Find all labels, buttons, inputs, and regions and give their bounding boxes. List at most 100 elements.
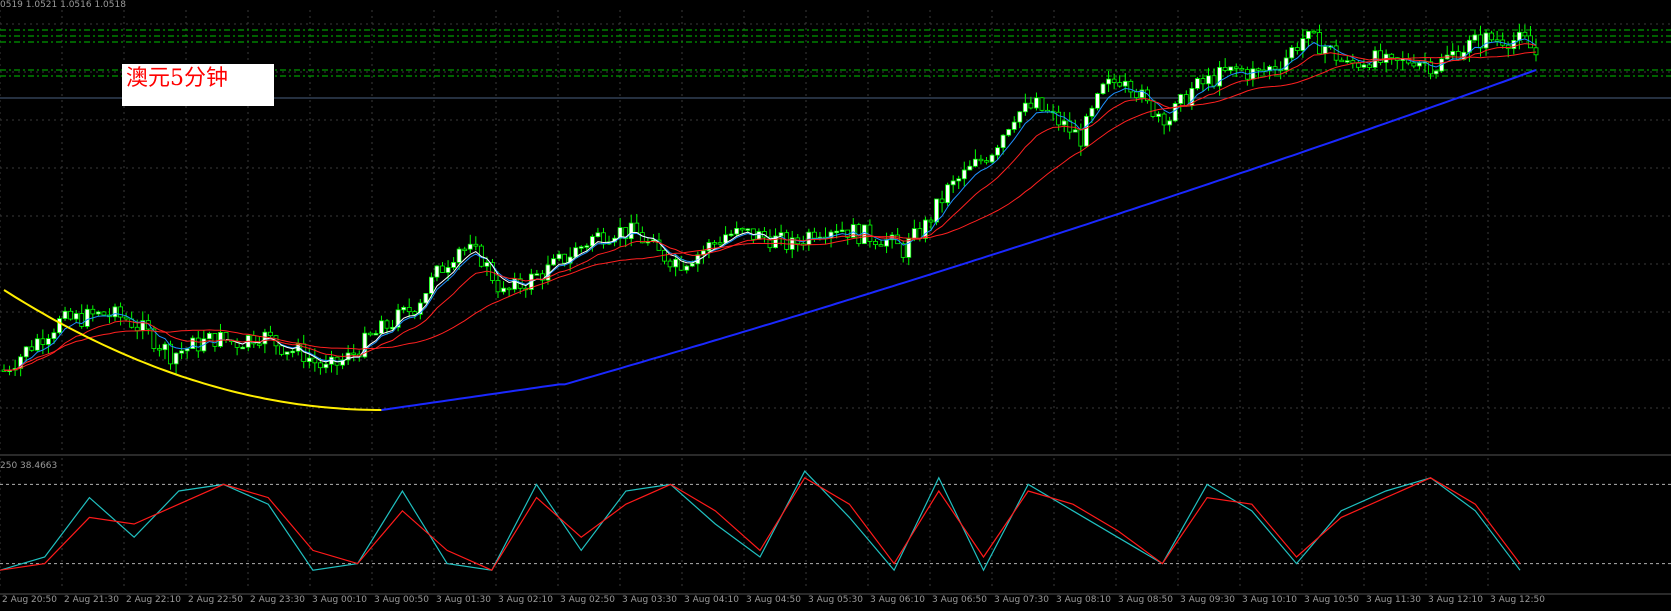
candle-body [1011, 121, 1017, 130]
candle-body [1150, 100, 1156, 117]
candle-body [706, 242, 712, 252]
candle-body [73, 313, 79, 320]
candle-body [673, 258, 679, 268]
time-tick-label: 2 Aug 22:10 [126, 595, 181, 605]
candle-body [1294, 47, 1300, 51]
candle-body [495, 280, 501, 293]
candle-body [51, 332, 57, 339]
candle-body [584, 245, 590, 248]
candle-body [162, 343, 168, 351]
time-tick-label: 3 Aug 06:10 [870, 595, 925, 605]
candle-body [717, 242, 723, 245]
candle-body [928, 219, 934, 223]
candle-body [240, 346, 246, 350]
candle-body [373, 333, 379, 336]
candle-body [839, 229, 845, 232]
candle-body [34, 338, 40, 351]
candle-body [806, 231, 812, 245]
candle-body [195, 337, 201, 352]
candle-body [1106, 78, 1111, 85]
time-tick-label: 3 Aug 10:50 [1304, 595, 1359, 605]
candle-body [362, 332, 368, 358]
candle-body [739, 227, 745, 231]
time-tick-label: 3 Aug 02:50 [560, 595, 615, 605]
candle-body [1089, 107, 1095, 117]
chart-label-box: 澳元5分钟 [122, 64, 274, 106]
candle-body [684, 265, 690, 271]
ohlc-readout: 0519 1.0521 1.0516 1.0518 [0, 0, 126, 10]
candle-body [1322, 46, 1328, 55]
candle-body [634, 222, 640, 233]
candle-body [1000, 134, 1006, 149]
candle-body [46, 338, 51, 345]
candle-body [151, 328, 157, 349]
candle-body [1361, 64, 1367, 68]
candle-body [90, 308, 96, 315]
candle-body [40, 338, 46, 345]
candle-body [1522, 31, 1528, 37]
time-tick-label: 2 Aug 20:50 [2, 595, 57, 605]
candle-body [1017, 111, 1023, 123]
candle-body [873, 241, 878, 246]
candle-body [1417, 62, 1422, 67]
candle-body [1483, 32, 1489, 49]
candle-body [123, 316, 129, 320]
time-tick-label: 3 Aug 05:30 [808, 595, 863, 605]
candle-body [395, 309, 401, 328]
ma-overlay-line [225, 231, 782, 363]
candle-body [79, 313, 85, 327]
candle-body [1139, 89, 1145, 99]
candle-body [867, 224, 873, 242]
candle-body [562, 253, 568, 264]
candle-body [440, 265, 445, 273]
candle-body [218, 331, 223, 347]
candle-body [1211, 75, 1217, 87]
candle-body [506, 287, 512, 291]
candle-body [451, 262, 457, 268]
candle-body [540, 273, 545, 281]
candle-body [1056, 111, 1062, 126]
candle-body [1533, 47, 1539, 56]
candle-body [1344, 60, 1350, 63]
candle-body [1039, 97, 1045, 111]
candle-body [778, 232, 784, 237]
candle-body [1228, 66, 1234, 71]
candle-body [1145, 89, 1150, 102]
candle-body [1100, 83, 1106, 95]
stoch-signal-line [0, 476, 1521, 571]
candle-body [1306, 30, 1311, 40]
candle-body [972, 158, 978, 167]
candle-body [773, 235, 778, 249]
candle-body [290, 350, 296, 354]
candle-body [551, 258, 556, 266]
candle-body [268, 331, 273, 337]
candle-body [173, 352, 179, 365]
candle-body [1472, 34, 1478, 41]
candle-body [1028, 102, 1034, 109]
candle-body [118, 306, 123, 318]
ma-long-blue-line [381, 69, 1537, 411]
candle-body [1022, 102, 1028, 113]
candle-body [190, 337, 196, 350]
candle-body [628, 222, 634, 240]
candle-body [29, 346, 35, 351]
candle-body [923, 219, 928, 239]
candle-body [1389, 53, 1395, 59]
time-tick-label: 3 Aug 03:30 [622, 595, 677, 605]
candle-body [1428, 61, 1433, 75]
candle-body [445, 267, 451, 273]
ma-long-yellow-line [3, 289, 382, 411]
candle-body [728, 233, 734, 236]
candle-body [1195, 78, 1200, 89]
candle-body [351, 352, 357, 355]
time-tick-label: 3 Aug 07:30 [994, 595, 1049, 605]
candle-body [256, 343, 262, 346]
candle-body [745, 228, 751, 231]
candle-body [101, 311, 107, 316]
candle-body [84, 308, 90, 327]
candle-body [1095, 93, 1100, 109]
candle-body [1206, 75, 1211, 85]
candle-body [384, 320, 390, 329]
